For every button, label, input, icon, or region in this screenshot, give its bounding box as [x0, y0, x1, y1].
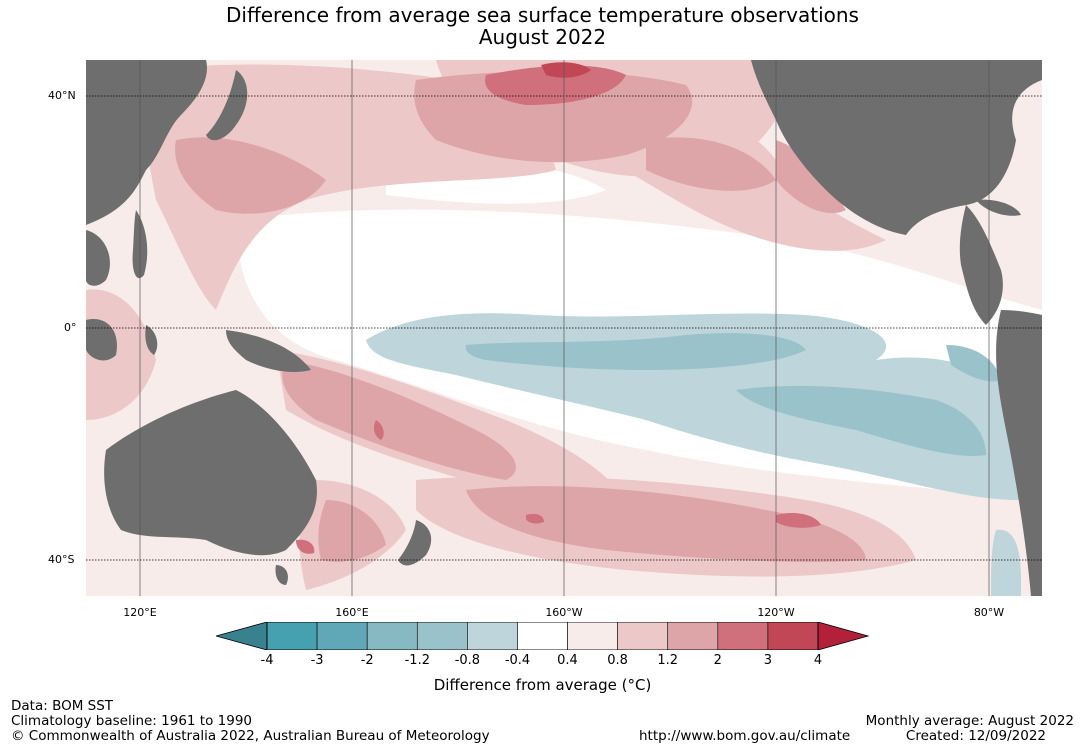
colorbar [216, 622, 870, 650]
australia-land [104, 390, 317, 556]
warm-core-coral [282, 360, 516, 480]
lon-label-160w: 160°W [545, 606, 583, 619]
warm-core-baja [776, 140, 846, 214]
central-america-land [959, 205, 1003, 325]
colorbar-cell [416, 622, 468, 650]
lat-label-40s: 40°S [48, 553, 75, 566]
colorbar-tick-label: 0.4 [557, 653, 578, 668]
hot-core-tasman [296, 539, 315, 554]
hot-core-coral [373, 420, 384, 440]
colorbar-tick-label: -0.4 [504, 653, 531, 668]
gridlines [86, 60, 1042, 596]
lon-label-160e: 160°E [335, 606, 369, 619]
cool-core-coast [946, 345, 1001, 382]
footer-data-source: Data: BOM SST [11, 698, 114, 714]
tasmania-land [275, 565, 288, 585]
japan-land [206, 70, 248, 141]
colorbar-cell [517, 622, 568, 650]
colorbar-under-arrow [216, 622, 268, 650]
colorbar-tick-label: -4 [260, 653, 274, 668]
hot-core-center [541, 62, 591, 78]
warm-core-nw [175, 137, 326, 214]
south-america-land [996, 310, 1042, 596]
borneo-land [86, 319, 117, 361]
nz-land [398, 520, 432, 566]
colorbar-tick-label: 0.8 [607, 653, 628, 668]
colorbar-cell [767, 622, 819, 650]
colorbar-tick-label: 2 [713, 653, 722, 668]
colorbar-cell [667, 622, 719, 650]
colorbar-over-arrow [817, 622, 870, 650]
map-title: Difference from average sea surface temp… [226, 3, 859, 27]
lat-label-40n: 40°N [48, 89, 76, 102]
warm-core-n-pacific [414, 71, 693, 163]
colorbar-cell [266, 622, 318, 650]
lon-label-120e: 120°E [123, 606, 157, 619]
hot-core-n-pacific [485, 65, 626, 105]
footer-url[interactable]: http://www.bom.gov.au/climate [639, 728, 851, 744]
colorbar-tick-label: -2 [360, 653, 374, 668]
colorbar-tick-label: 1.2 [657, 653, 679, 668]
lat-label-equator: 0° [64, 321, 77, 334]
sst-anomaly-map [86, 60, 1042, 596]
hot-core-sp1 [776, 513, 821, 528]
colorbar-title: Difference from average (°C) [433, 676, 652, 694]
colorbar-tick-label: 4 [813, 653, 823, 668]
footer-monthly-average: Monthly average: August 2022 [865, 713, 1074, 729]
new-guinea-land [226, 330, 311, 372]
footer-copyright: © Commonwealth of Australia 2022, Austra… [11, 728, 490, 744]
hot-core-sp2 [526, 513, 544, 524]
warm-core-ne [646, 137, 776, 191]
cool-spot-s [991, 529, 1021, 596]
lon-label-80w: 80°W [973, 606, 1005, 619]
cool-core-east [736, 385, 986, 456]
colorbar-cell [316, 622, 368, 650]
colorbar-tick-label: -3 [310, 653, 324, 668]
colorbar-tick-label: -1.2 [404, 653, 430, 668]
colorbar-cell [467, 622, 518, 650]
warm-core-s-pacific [466, 486, 866, 562]
colorbar-cell [717, 622, 769, 650]
map-subtitle: August 2022 [478, 25, 607, 49]
landmasses [86, 60, 1042, 596]
sulawesi-land [145, 325, 158, 355]
indochina-land [86, 230, 110, 286]
colorbar-tick-label: 3 [763, 653, 773, 668]
footer-baseline: Climatology baseline: 1961 to 1990 [11, 713, 252, 729]
colorbar-cell [366, 622, 418, 650]
asia-land [86, 60, 207, 225]
cool-core-central [465, 333, 806, 370]
footer-created-date: Created: 12/09/2022 [905, 728, 1046, 744]
colorbar-tick-label: -0.8 [454, 653, 481, 668]
colorbar-cell [567, 622, 618, 650]
colorbar-cell [617, 622, 669, 650]
lon-label-120w: 120°W [757, 606, 795, 619]
north-america-land [751, 60, 1042, 235]
cuba-land [976, 199, 1021, 216]
